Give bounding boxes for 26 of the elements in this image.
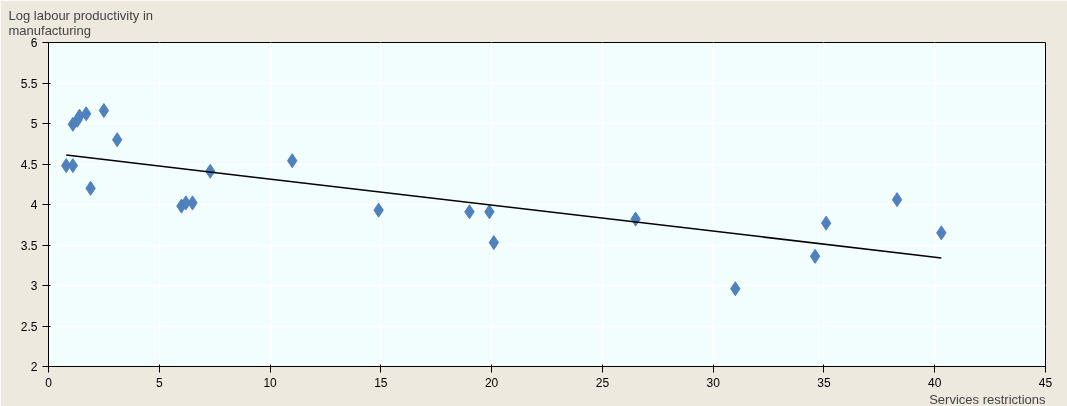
- y-axis-title: Log labour productivity in manufacturing: [8, 7, 154, 38]
- x-tick-label: 45: [1038, 375, 1053, 390]
- point: [820, 215, 832, 231]
- x-axis-title: Services restrictions: [929, 391, 1046, 406]
- x-tick-label: 30: [706, 375, 721, 390]
- y-tick-label: 5: [30, 117, 38, 131]
- y-tick-label: 3.5: [20, 238, 38, 253]
- y-tick-label: 3: [30, 279, 38, 293]
- y-tick-label: 2: [30, 360, 38, 374]
- y-tick-label: 6: [30, 36, 38, 50]
- y-tick-label: 5.5: [20, 76, 38, 91]
- point: [98, 103, 110, 119]
- point: [809, 248, 821, 264]
- x-tick-label: 25: [595, 375, 610, 390]
- point: [67, 158, 79, 174]
- y-tick-label: 2.5: [20, 319, 38, 334]
- y-tick-label: 4: [30, 198, 38, 212]
- x-tick-label: 0: [45, 375, 53, 390]
- x-tick-label: 20: [484, 375, 499, 390]
- x-tick-label: 40: [928, 375, 942, 390]
- y-tick-label: 4.5: [20, 157, 38, 172]
- x-tick-label: 35: [817, 375, 831, 390]
- x-tick-label: 10: [263, 375, 278, 390]
- x-tick-label: 5: [155, 375, 163, 390]
- x-tick-label: 15: [374, 375, 388, 390]
- point: [891, 192, 903, 208]
